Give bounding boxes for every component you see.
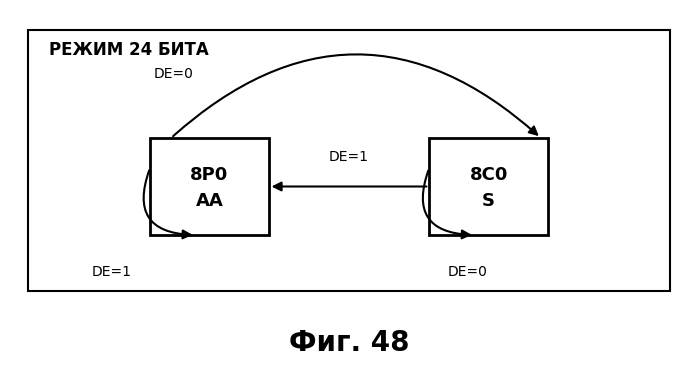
- Text: DE=1: DE=1: [91, 265, 132, 279]
- Bar: [429, 138, 548, 235]
- Text: 8C0: 8C0: [470, 166, 507, 184]
- Text: DE=0: DE=0: [154, 67, 193, 81]
- Text: DE=1: DE=1: [329, 150, 369, 164]
- Text: 8P0: 8P0: [191, 166, 228, 184]
- Bar: [28, 30, 670, 291]
- Text: Фиг. 48: Фиг. 48: [289, 329, 409, 357]
- FancyArrowPatch shape: [144, 170, 191, 238]
- FancyArrowPatch shape: [173, 54, 537, 136]
- Bar: [150, 138, 269, 235]
- FancyArrowPatch shape: [423, 170, 470, 238]
- Text: S: S: [482, 192, 495, 210]
- Text: РЕЖИМ 24 БИТА: РЕЖИМ 24 БИТА: [49, 41, 209, 59]
- Text: AA: AA: [195, 192, 223, 210]
- Text: DE=0: DE=0: [447, 265, 488, 279]
